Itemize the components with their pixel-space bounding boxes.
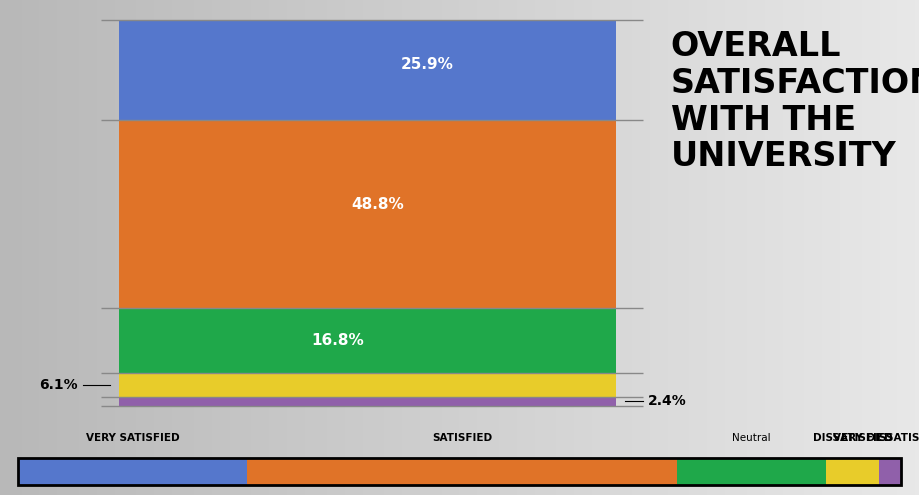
Text: Neutral: Neutral (732, 433, 771, 443)
Text: 6.1%: 6.1% (40, 378, 78, 392)
Text: SATISFIED: SATISFIED (432, 433, 493, 443)
Text: 2.4%: 2.4% (648, 394, 686, 408)
Text: 48.8%: 48.8% (351, 197, 403, 212)
Text: OVERALL
SATISFACTION
WITH THE
UNIVERSITY: OVERALL SATISFACTION WITH THE UNIVERSITY (671, 30, 919, 173)
Text: VERY SATISFIED: VERY SATISFIED (85, 433, 179, 443)
Text: 16.8%: 16.8% (312, 333, 364, 348)
Text: DISSATISFIED: DISSATISFIED (812, 433, 892, 443)
Text: VERY DISSATISFIED: VERY DISSATISFIED (834, 433, 919, 443)
Text: 25.9%: 25.9% (401, 57, 454, 72)
